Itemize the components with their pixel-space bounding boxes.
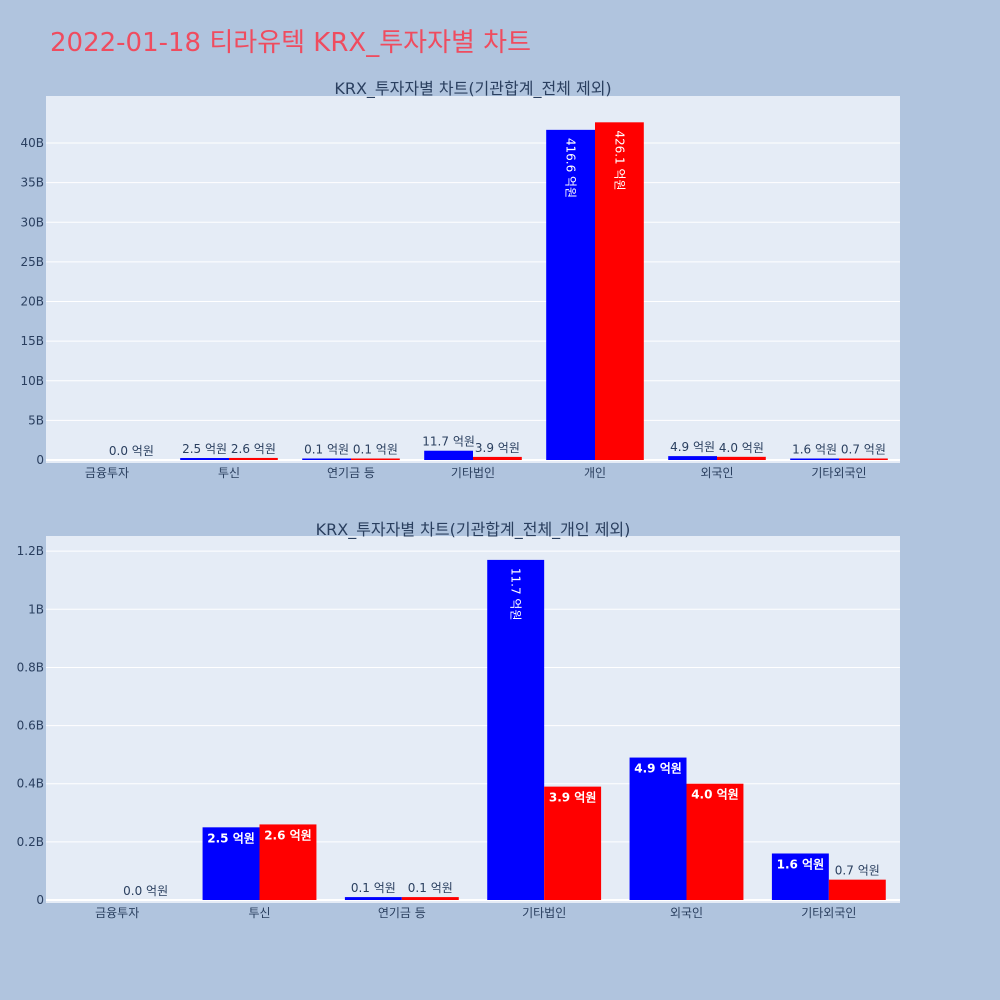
y-tick-label: 0.2B [17,835,44,849]
data-label: 0.1 억원 [351,881,396,895]
bar-red [828,879,886,900]
data-label: 1.6 억원 [792,443,837,457]
data-label: 426.1 억원 [612,130,626,190]
y-tick-label: 0.4B [17,777,44,791]
bar-red [595,122,644,460]
y-tick-label: 15B [20,334,44,348]
x-tick-label: 기타외국인 [801,906,856,920]
bar-blue [790,458,839,460]
bar-blue [487,559,545,900]
page-title: 2022-01-18 티라유텍 KRX_투자자별 차트 [50,28,532,58]
bar-blue [629,757,687,900]
data-label: 4.9 억원 [670,440,715,454]
bar-blue [344,897,402,900]
bar-blue [546,129,595,460]
x-tick-label: 투신 [218,466,240,480]
data-label: 2.6 억원 [264,828,312,842]
y-tick-label: 20B [20,295,44,309]
bar-red [544,786,602,900]
y-tick-label: 1B [28,602,44,616]
x-tick-label: 기타외국인 [811,466,866,480]
data-label: 0.1 억원 [353,443,398,457]
data-label: 4.0 억원 [691,788,739,802]
y-tick-label: 0.8B [17,660,44,674]
chart-title: KRX_투자자별 차트(기관합계_전체_개인 제외) [316,520,631,540]
bar-blue [302,458,351,460]
y-tick-label: 0.6B [17,719,44,733]
data-label: 3.9 억원 [549,791,597,805]
bar-red [839,458,888,460]
x-tick-label: 외국인 [670,906,703,920]
y-tick-label: 40B [20,136,44,150]
x-tick-label: 외국인 [700,466,733,480]
bar-red [229,457,278,460]
plot-area [46,96,900,463]
data-label: 0.7 억원 [841,443,886,457]
x-tick-label: 연기금 등 [327,466,375,480]
bar-red [351,458,400,460]
data-label: 2.6 억원 [231,442,276,456]
bar-red [401,897,459,900]
data-label: 416.6 억원 [564,138,578,198]
data-label: 2.5 억원 [182,442,227,456]
data-label: 0.1 억원 [408,881,453,895]
x-tick-label: 기타법인 [522,906,566,920]
bar-red [473,456,522,460]
bar-blue [771,853,829,900]
y-tick-label: 0 [36,893,44,907]
chart-title: KRX_투자자별 차트(기관합계_전체 제외) [334,79,611,99]
y-tick-label: 30B [20,215,44,229]
bar-blue [202,827,260,900]
x-tick-label: 투신 [248,906,270,920]
data-label: 2.5 억원 [207,831,255,845]
data-label: 11.7 억원 [422,435,475,449]
bar-blue [668,456,717,460]
bar-blue [424,450,473,460]
bar-red [259,824,317,900]
data-label: 1.6 억원 [777,857,825,871]
y-tick-label: 25B [20,255,44,269]
data-label: 0.7 억원 [835,864,880,878]
data-label: 0.0 억원 [109,444,154,458]
data-label: 0.0 억원 [123,884,168,898]
x-tick-label: 금융투자 [95,906,139,920]
bar-blue [180,458,229,460]
y-tick-label: 10B [20,374,44,388]
data-label: 4.0 억원 [719,441,764,455]
plot-area [46,536,900,903]
data-label: 3.9 억원 [475,441,520,455]
data-label: 0.1 억원 [304,443,349,457]
bar-red [717,456,766,460]
y-tick-label: 35B [20,176,44,190]
x-tick-label: 기타법인 [451,466,495,480]
x-tick-label: 금융투자 [85,466,129,480]
chart-2: 0 0.2B 0.4B 0.6B 0.8B 1B 1.2B KRX_투자자별 차트(기관합계_… [17,520,900,920]
data-label: 11.7 억원 [509,568,523,621]
data-label: 4.9 억원 [634,762,682,776]
x-tick-label: 연기금 등 [378,906,426,920]
y-tick-label: 0 [36,453,44,467]
bar-red [686,783,744,900]
y-tick-label: 1.2B [17,544,44,558]
x-tick-label: 개인 [584,466,606,480]
y-tick-label: 5B [28,413,44,427]
chart-1: 0 5B 10B 15B 20B 25B 30B 35B 40B KRX_투자자별 차트(기관합계… [20,79,900,480]
